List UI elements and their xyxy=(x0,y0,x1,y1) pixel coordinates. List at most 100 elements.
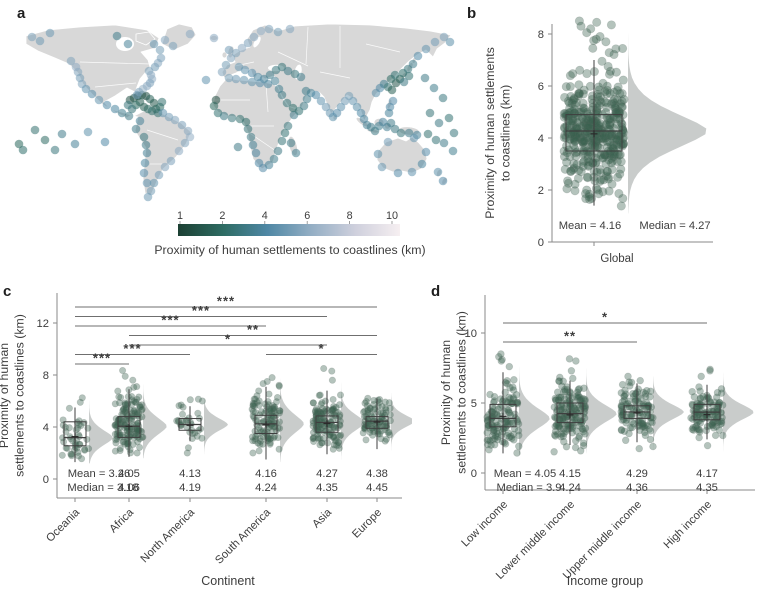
settlement-dot xyxy=(219,111,229,121)
settlement-dot xyxy=(264,24,274,34)
raincloud-group-asia xyxy=(309,364,365,460)
settlement-dot xyxy=(240,65,250,75)
settlement-dot xyxy=(35,36,45,46)
median-annotation: 4.45 xyxy=(366,482,388,494)
significance-stars: *** xyxy=(217,294,235,309)
panel-b-label: b xyxy=(467,5,477,22)
colorbar: 1 2 4 6 8 10 xyxy=(177,210,400,236)
x-category-label: Upper middle income xyxy=(561,499,644,582)
settlement-dot xyxy=(283,121,293,131)
jitter-points xyxy=(559,16,629,211)
settlement-dot xyxy=(288,103,298,113)
settlement-dot xyxy=(45,28,55,38)
half-violin xyxy=(519,354,550,455)
median-annotation: 4.24 xyxy=(559,482,581,494)
settlement-dot xyxy=(71,62,81,72)
settlement-dot xyxy=(280,128,290,138)
jitter-points xyxy=(617,372,657,453)
colorbar-tick-label: 6 xyxy=(304,210,310,222)
settlement-dot xyxy=(139,132,149,142)
raincloud-group-north-america xyxy=(173,395,228,457)
settlement-dot xyxy=(269,154,279,164)
box xyxy=(315,415,339,433)
mean-annotation: 4.05 xyxy=(118,468,140,480)
median-annotation: 4.24 xyxy=(255,482,277,494)
settlement-dot xyxy=(217,67,227,77)
median-annotation: 4.06 xyxy=(118,482,140,494)
y-tick-label: 2 xyxy=(538,185,544,197)
settlement-dot xyxy=(417,159,427,169)
panel-c-label: c xyxy=(3,283,12,300)
settlement-dot xyxy=(388,96,398,106)
settlement-dot xyxy=(438,93,448,103)
y-axis-label-line: settlements to coastlines (km) xyxy=(455,311,469,474)
settlement-dot xyxy=(247,77,257,87)
settlement-dot xyxy=(265,70,275,80)
median-annotation: Median = 4.27 xyxy=(639,220,710,232)
panel-c-continent-raincloud: 0 4 8 12 Proximity of human settlements to co… xyxy=(0,293,412,588)
colorbar-tick-label: 2 xyxy=(219,210,225,222)
settlement-dot xyxy=(420,73,430,83)
settlement-dot xyxy=(433,167,443,177)
significance-stars: * xyxy=(225,332,231,347)
half-violin xyxy=(723,369,754,452)
settlement-dot xyxy=(255,78,265,88)
settlement-dot xyxy=(256,26,266,36)
settlement-dot xyxy=(285,24,295,34)
settlement-dot xyxy=(201,75,211,85)
panel-b-global-raincloud: 0 2 4 6 8 Proximity of human settlements to co… xyxy=(483,16,713,265)
settlement-dot xyxy=(110,104,120,114)
raincloud-group-south-america xyxy=(248,374,304,463)
y-axis-label-line: settlements to coastlines (km) xyxy=(13,314,27,477)
x-axis-title: Income group xyxy=(567,574,643,588)
y-tick-label: 10 xyxy=(465,328,477,340)
y-tick-label: 8 xyxy=(538,29,544,41)
box xyxy=(565,114,623,152)
settlement-dot xyxy=(387,85,397,95)
significance-stars: * xyxy=(602,310,608,325)
median-annotation: 4.35 xyxy=(696,482,718,494)
settlement-dot xyxy=(438,176,448,186)
x-category-label: High income xyxy=(662,499,714,551)
settlement-dot xyxy=(273,146,283,156)
settlement-dot xyxy=(423,129,433,139)
raincloud-group-upper-middle-income xyxy=(617,372,684,453)
settlement-dot xyxy=(448,146,458,156)
settlement-dot xyxy=(160,162,170,172)
settlement-dot xyxy=(221,60,231,70)
x-category-label: Global xyxy=(600,253,633,265)
y-tick-label: 12 xyxy=(37,318,49,330)
settlement-dot xyxy=(231,48,241,58)
settlement-dot xyxy=(30,125,40,135)
settlement-dot xyxy=(286,138,296,148)
settlement-dot xyxy=(124,111,134,121)
settlement-dot xyxy=(239,75,249,85)
half-violin xyxy=(204,398,228,455)
settlement-dot xyxy=(123,39,133,49)
settlement-dot xyxy=(168,41,178,51)
y-tick-label: 4 xyxy=(538,133,544,145)
settlement-dot xyxy=(123,100,133,110)
settlement-dot xyxy=(241,117,251,127)
settlement-dot xyxy=(409,133,419,143)
settlement-dot xyxy=(237,43,247,53)
settlement-dot xyxy=(246,132,256,142)
settlement-dot xyxy=(249,32,259,42)
settlement-dot xyxy=(283,66,293,76)
settlement-dot xyxy=(421,147,431,157)
raincloud-group-oceania xyxy=(58,394,113,464)
x-category-label: Asia xyxy=(310,506,334,530)
raincloud-group-global xyxy=(559,16,707,214)
settlement-dot xyxy=(180,138,190,148)
settlement-dot xyxy=(439,32,449,42)
settlement-dot xyxy=(224,45,234,55)
box xyxy=(489,403,517,428)
x-category-label: Europe xyxy=(350,507,384,541)
settlement-dot xyxy=(81,84,91,94)
significance-stars: ** xyxy=(247,322,259,337)
settlement-dot xyxy=(383,137,393,147)
x-category-label: South America xyxy=(213,506,273,566)
colorbar-gradient-bar xyxy=(178,224,400,236)
half-violin xyxy=(628,21,707,214)
half-violin xyxy=(280,377,304,463)
